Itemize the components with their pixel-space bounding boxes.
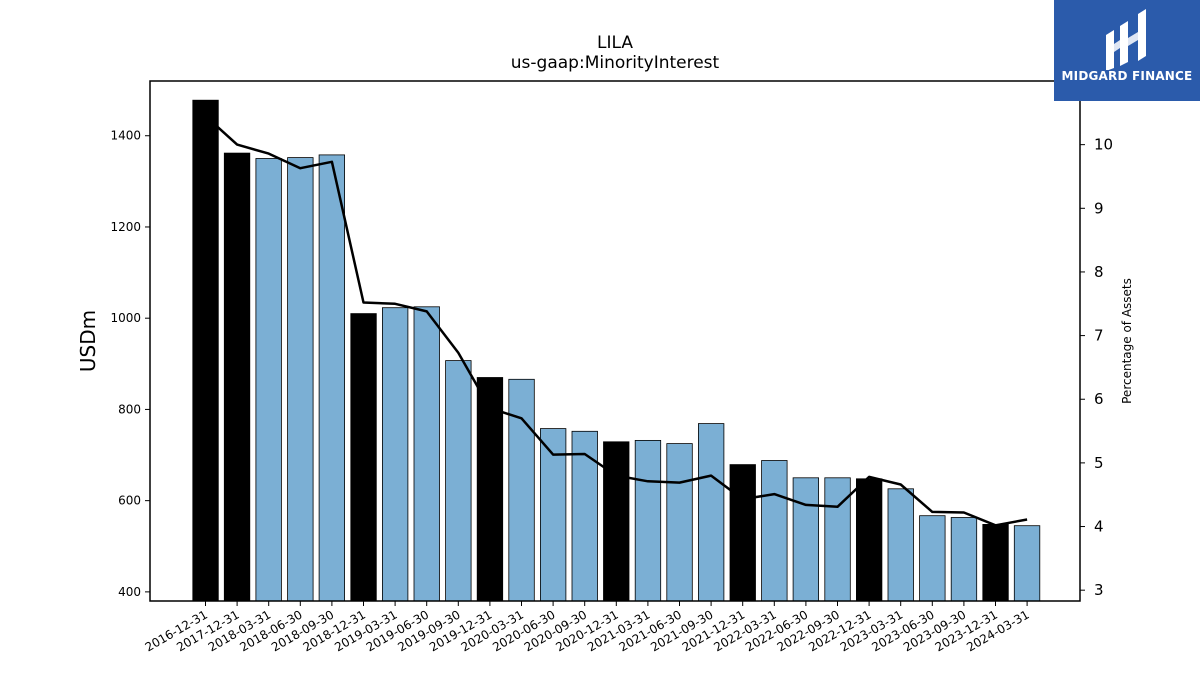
y2-tick-label: 4	[1094, 518, 1104, 536]
bar	[761, 460, 788, 602]
y-tick-label: 400	[118, 585, 141, 599]
bar	[1013, 525, 1041, 602]
y-tick-label: 1000	[110, 311, 141, 325]
midgard-finance-logo: MIDGARD FINANCE	[1054, 0, 1200, 101]
bar	[318, 154, 346, 602]
bar	[634, 439, 662, 602]
left-axis-ticks: 400 600 800 1000 1200 1400	[110, 129, 150, 599]
bar	[476, 377, 504, 602]
y2-tick-label: 8	[1094, 263, 1104, 281]
bar	[223, 152, 251, 602]
chart-subtitle: us-gaap:MinorityInterest	[511, 53, 720, 73]
bar	[887, 488, 914, 602]
bar	[919, 515, 946, 602]
y2-tick-label: 6	[1094, 390, 1104, 408]
bar	[950, 517, 978, 602]
y-tick-label: 1200	[110, 220, 141, 234]
y2-tick-label: 10	[1094, 136, 1113, 154]
bar	[698, 423, 725, 602]
bar	[603, 441, 630, 602]
bar	[982, 524, 1009, 602]
bar	[540, 428, 567, 602]
bar	[287, 157, 314, 602]
bar	[508, 378, 535, 602]
logo-text: MIDGARD FINANCE	[1061, 69, 1193, 83]
y2-tick-label: 5	[1094, 454, 1104, 472]
logo-mark-icon	[1106, 9, 1146, 70]
bar	[381, 307, 409, 602]
y-tick-label: 800	[118, 402, 141, 416]
y2-tick-label: 7	[1094, 327, 1104, 345]
plot-frame	[149, 80, 1081, 602]
bar	[192, 99, 219, 602]
bar	[571, 430, 598, 602]
x-axis-ticks: 2016-12-312017-12-312018-03-312018-06-30…	[143, 601, 1032, 654]
bar	[824, 477, 851, 602]
chart-title: LILA	[597, 33, 633, 53]
percentage-line	[204, 115, 1028, 527]
y2-axis-label: Percentage of Assets	[1120, 278, 1134, 404]
bar	[792, 477, 819, 602]
y2-tick-label: 9	[1094, 199, 1104, 217]
bar	[666, 443, 693, 602]
y-axis-label: USDm	[76, 310, 100, 372]
bar	[413, 306, 440, 602]
bar	[445, 360, 472, 602]
bar	[350, 313, 377, 602]
bars-group	[192, 99, 1041, 602]
y-tick-label: 600	[118, 494, 141, 508]
y2-tick-label: 3	[1094, 581, 1104, 599]
bar	[729, 464, 756, 602]
line-group	[204, 115, 1028, 527]
y-tick-label: 1400	[110, 129, 141, 143]
bar	[255, 158, 282, 602]
right-axis-ticks: 3 4 5 6 7 8 9 10	[1080, 136, 1113, 599]
bar	[856, 478, 883, 602]
